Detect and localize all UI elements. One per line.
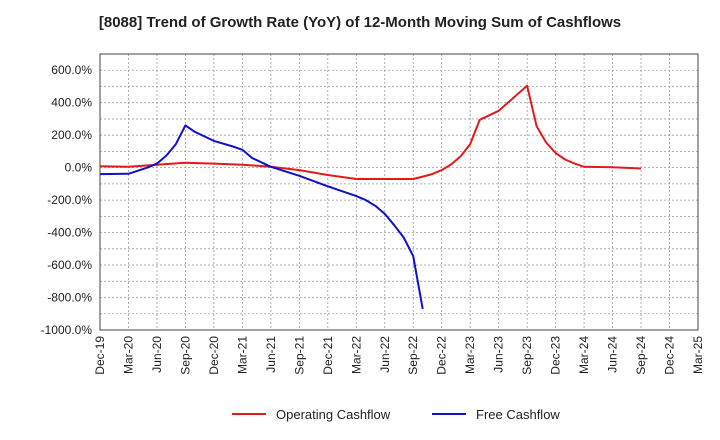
- x-tick-label: Dec-20: [207, 336, 221, 375]
- x-tick-label: Mar-24: [577, 336, 591, 374]
- series-line-free-cashflow: [99, 124, 424, 310]
- x-tick-label: Sep-23: [520, 336, 534, 375]
- y-tick-label: -200.0%: [47, 193, 92, 207]
- y-tick-label: -400.0%: [47, 226, 92, 240]
- x-tick-label: Dec-22: [435, 336, 449, 375]
- y-tick-label: -1000.0%: [41, 323, 93, 337]
- plot-frame: [99, 53, 699, 331]
- grid-layer: [99, 53, 699, 331]
- x-tick-label: Mar-22: [349, 336, 363, 374]
- y-tick-label: -800.0%: [47, 291, 92, 305]
- x-tick-label: Sep-24: [634, 336, 648, 375]
- y-tick-label: 200.0%: [51, 128, 92, 142]
- legend-label: Free Cashflow: [476, 407, 560, 422]
- chart-title: [8088] Trend of Growth Rate (YoY) of 12-…: [98, 14, 622, 31]
- legend-layer: Operating Cashflow Free Cashflow: [232, 407, 560, 422]
- axis-layer: 600.0% 400.0% 200.0% 0.0% -200.0% -400.0% -600…: [41, 53, 705, 375]
- x-tick-label: Jun-23: [492, 336, 506, 373]
- x-tick-label: Mar-25: [691, 336, 705, 374]
- series-line-operating-cashflow: [99, 84, 642, 180]
- x-tick-label: Jun-22: [378, 336, 392, 373]
- y-tick-label: 400.0%: [51, 96, 92, 110]
- x-tick-label: Jun-20: [150, 336, 164, 373]
- x-tick-label: Dec-21: [321, 336, 335, 375]
- series-layer: [99, 84, 642, 310]
- y-tick-label: -600.0%: [47, 258, 92, 272]
- x-tick-label: Jun-21: [264, 336, 278, 373]
- legend-label: Operating Cashflow: [276, 407, 391, 422]
- x-tick-label: Sep-22: [406, 336, 420, 375]
- x-tick-label: Dec-19: [93, 336, 107, 375]
- x-tick-label: Mar-21: [235, 336, 249, 374]
- y-tick-label: 600.0%: [51, 63, 92, 77]
- x-tick-label: Dec-23: [549, 336, 563, 375]
- x-tick-label: Mar-23: [463, 336, 477, 374]
- x-tick-label: Jun-24: [606, 336, 620, 373]
- x-tick-label: Mar-20: [121, 336, 135, 374]
- y-tick-label: 0.0%: [65, 161, 93, 175]
- x-tick-label: Sep-21: [292, 336, 306, 375]
- x-tick-label: Sep-20: [178, 336, 192, 375]
- x-tick-label: Dec-24: [663, 336, 677, 375]
